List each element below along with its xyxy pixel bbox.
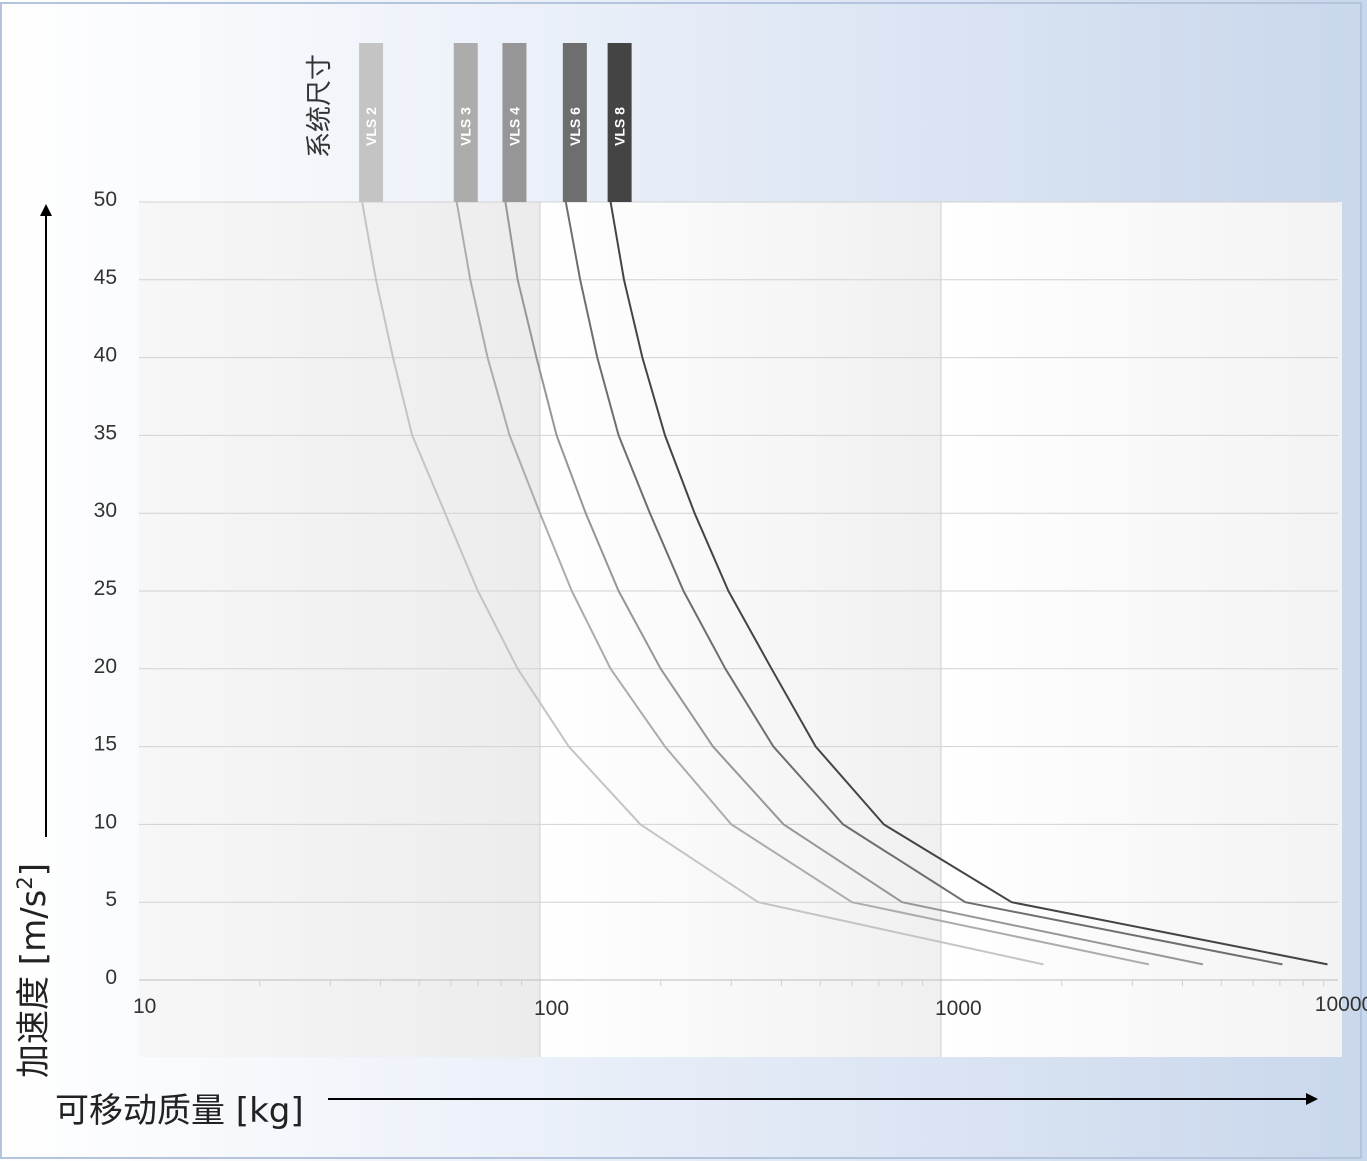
legend-swatch-3 bbox=[502, 43, 527, 202]
x-axis-title: 可移动质量 [kg] bbox=[55, 1091, 304, 1131]
series-line-4 bbox=[564, 201, 1283, 966]
x-tick-label: 10 bbox=[133, 995, 156, 1018]
series-line-5 bbox=[609, 201, 1328, 966]
y-tick-label: 0 bbox=[105, 966, 117, 989]
legend-label-5: VLS 8 bbox=[612, 107, 628, 146]
y-tick-label: 25 bbox=[94, 577, 117, 600]
grid bbox=[139, 201, 1338, 981]
legend-swatch-2 bbox=[453, 43, 478, 202]
x-tick-label: 100 bbox=[534, 997, 569, 1020]
series-line-2 bbox=[455, 201, 1150, 966]
legend-swatch-5 bbox=[607, 43, 632, 202]
legend-label-1: VLS 2 bbox=[363, 107, 379, 146]
y-tick-label: 30 bbox=[94, 499, 117, 522]
legend-title: 系统尺寸 bbox=[305, 54, 335, 158]
legend-label-4: VLS 6 bbox=[567, 107, 583, 146]
y-axis-tick-labels: 0 5 10 15 20 25 30 35 40 45 50 bbox=[94, 188, 117, 989]
y-tick-label: 40 bbox=[94, 344, 117, 367]
y-tick-label: 20 bbox=[94, 655, 117, 678]
x-axis-ticks bbox=[259, 980, 1325, 986]
series-line-3 bbox=[504, 201, 1204, 966]
legend-swatch-1 bbox=[359, 43, 384, 202]
x-tick-label: 10000 bbox=[1315, 993, 1367, 1016]
x-tick-label: 1000 bbox=[935, 997, 982, 1020]
decade-band-2 bbox=[540, 202, 941, 1057]
legend-label-3: VLS 4 bbox=[506, 107, 522, 146]
y-tick-label: 10 bbox=[94, 810, 117, 833]
y-tick-label: 15 bbox=[94, 733, 117, 756]
y-tick-label: 50 bbox=[94, 188, 117, 211]
x-axis-tick-labels: 10 100 1000 10000 bbox=[133, 993, 1367, 1020]
series-line-1 bbox=[361, 201, 1044, 966]
legend-swatch-4 bbox=[562, 43, 587, 202]
y-tick-label: 5 bbox=[105, 888, 117, 911]
decade-band-1 bbox=[139, 202, 540, 1057]
plot-bands bbox=[139, 202, 1342, 1057]
y-tick-label: 35 bbox=[94, 421, 117, 444]
legend: VLS 2 VLS 3 VLS 4 VLS 6 VLS 8 bbox=[359, 43, 632, 202]
series-lines bbox=[361, 201, 1328, 966]
legend-label-2: VLS 3 bbox=[458, 107, 474, 146]
y-tick-label: 45 bbox=[94, 266, 117, 289]
y-axis-title: 加速度 [m/s2] bbox=[13, 863, 54, 1078]
decade-band-3 bbox=[941, 202, 1342, 1057]
